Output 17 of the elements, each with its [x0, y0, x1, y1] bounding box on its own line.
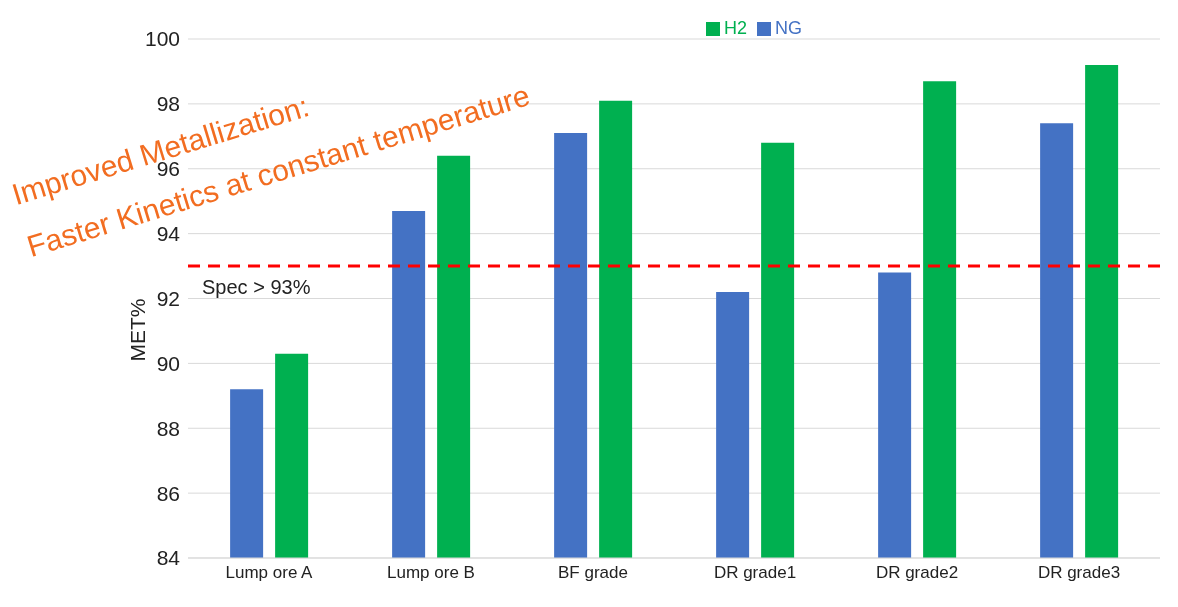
y-tick-label: 100 — [144, 27, 180, 51]
legend-label: NG — [775, 18, 802, 38]
y-tick-label: 94 — [156, 222, 181, 246]
x-tick-label: DR grade3 — [1037, 563, 1121, 583]
ref-line-label: Spec > 93% — [202, 276, 311, 299]
x-tick-label: DR grade1 — [713, 563, 797, 583]
y-tick-label: 86 — [156, 481, 180, 505]
y-tick-label: 88 — [156, 416, 180, 440]
y-tick-label: 84 — [156, 546, 181, 570]
x-tick-label: DR grade2 — [875, 563, 959, 583]
legend-label: H2 — [723, 18, 747, 38]
y-axis-title: MET% — [126, 298, 150, 362]
x-tick-label: BF grade — [558, 563, 628, 583]
x-tick-label: Lump ore B — [387, 563, 475, 583]
y-tick-label: 90 — [156, 351, 180, 375]
x-tick-label: Lump ore A — [225, 563, 314, 583]
y-tick-label: 92 — [156, 286, 180, 310]
